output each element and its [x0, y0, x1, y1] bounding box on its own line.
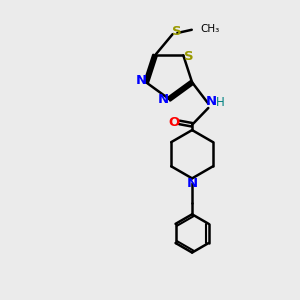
Text: H: H — [216, 96, 225, 109]
Text: S: S — [184, 50, 194, 63]
Text: CH₃: CH₃ — [201, 24, 220, 34]
Text: O: O — [169, 116, 180, 129]
Text: S: S — [172, 25, 182, 38]
Text: N: N — [158, 93, 169, 106]
Text: N: N — [206, 95, 217, 108]
Text: N: N — [187, 177, 198, 190]
Text: N: N — [135, 74, 146, 87]
